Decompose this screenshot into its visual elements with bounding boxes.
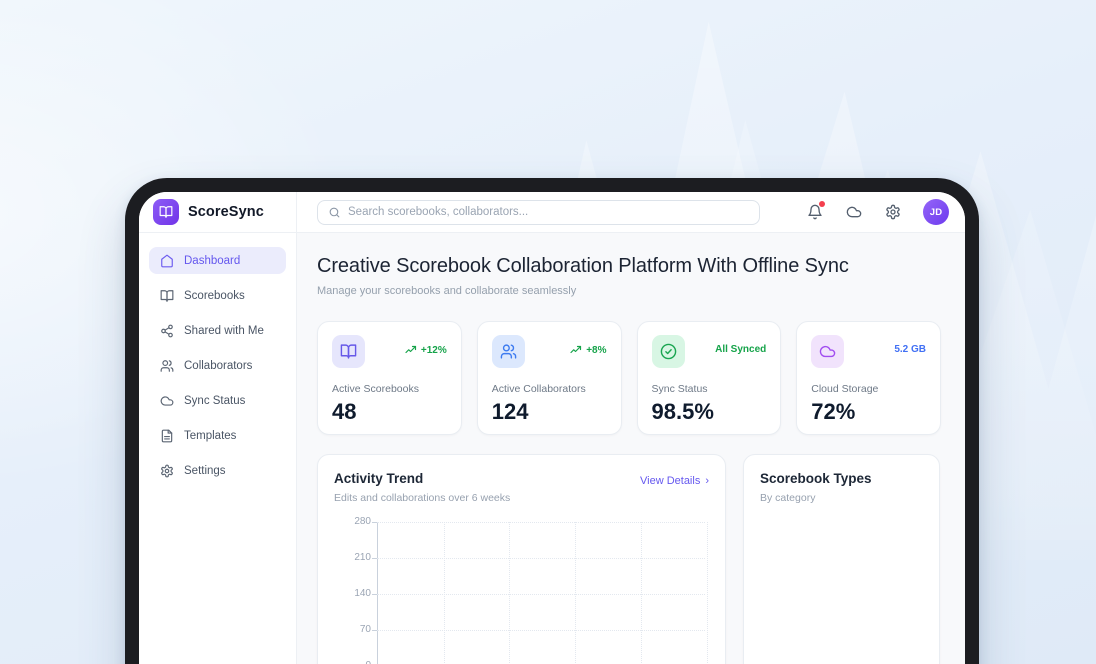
home-icon <box>160 254 174 268</box>
sidebar-item-collaborators[interactable]: Collaborators <box>149 352 286 379</box>
tablet-device-frame: ScoreSync JD <box>125 178 979 664</box>
file-text-icon <box>160 429 174 443</box>
sidebar-item-scorebooks[interactable]: Scorebooks <box>149 282 286 309</box>
status-badge: All Synced <box>715 344 767 355</box>
gridline-vertical <box>444 522 445 664</box>
y-axis-tick <box>372 594 377 595</box>
cloud-icon <box>846 204 862 220</box>
sidebar-item-label: Shared with Me <box>184 324 264 337</box>
sidebar-item-label: Settings <box>184 464 226 477</box>
stat-card-cloud-storage: 5.2 GB Cloud Storage 72% <box>796 321 941 435</box>
user-avatar[interactable]: JD <box>923 199 949 225</box>
storage-badge: 5.2 GB <box>894 344 926 355</box>
activity-trend-chart: 280 210 140 70 0 <box>334 516 709 664</box>
brand-area: ScoreSync <box>139 192 297 233</box>
y-axis-tick-label: 280 <box>354 516 371 527</box>
sidebar-item-label: Sync Status <box>184 394 246 407</box>
header-actions: JD <box>806 199 949 225</box>
gridline-horizontal <box>377 522 705 523</box>
chart-title: Activity Trend <box>334 471 424 486</box>
sidebar-item-sync-status[interactable]: Sync Status <box>149 387 286 414</box>
gridline-horizontal <box>377 558 705 559</box>
gridline-horizontal <box>377 630 705 631</box>
sidebar-item-label: Collaborators <box>184 359 253 372</box>
sidebar-item-label: Scorebooks <box>184 289 245 302</box>
chevron-right-icon: › <box>705 475 709 487</box>
sidebar-item-label: Dashboard <box>184 254 241 267</box>
search-input[interactable] <box>348 206 749 218</box>
gridline-vertical <box>509 522 510 664</box>
stat-label: Cloud Storage <box>811 383 879 395</box>
book-open-icon <box>332 335 365 368</box>
trending-up-icon <box>570 344 582 356</box>
y-axis-tick <box>372 558 377 559</box>
y-axis-tick-label: 70 <box>359 624 371 635</box>
cloud-icon <box>811 335 845 368</box>
main-content: Creative Scorebook Collaboration Platfor… <box>297 233 965 664</box>
brand-name: ScoreSync <box>188 204 264 220</box>
cloud-icon <box>160 394 174 408</box>
trending-up-icon <box>405 344 417 356</box>
gridline-vertical <box>707 522 708 664</box>
sidebar-item-dashboard[interactable]: Dashboard <box>149 247 286 274</box>
users-icon <box>491 335 525 368</box>
check-circle-icon <box>651 335 685 368</box>
scorebook-types-card: Scorebook Types By category <box>743 454 940 664</box>
settings-button[interactable] <box>884 203 902 221</box>
sidebar-item-shared-with-me[interactable]: Shared with Me <box>149 317 286 344</box>
stat-label: Active Scorebooks <box>332 383 419 395</box>
stat-label: Sync Status <box>651 383 708 395</box>
app-screen: ScoreSync JD <box>139 192 965 664</box>
gridline-vertical <box>575 522 576 664</box>
gear-icon <box>885 204 901 220</box>
stat-value: 98.5% <box>651 399 714 424</box>
search-icon <box>328 206 341 219</box>
page-title: Creative Scorebook Collaboration Platfor… <box>317 255 849 277</box>
notification-dot <box>819 201 825 207</box>
search-box[interactable] <box>317 199 760 225</box>
activity-trend-card: Activity Trend Edits and collaborations … <box>317 454 726 664</box>
stat-card-active-scorebooks: +12% Active Scorebooks 48 <box>317 321 462 435</box>
sidebar-item-settings[interactable]: Settings <box>149 457 286 484</box>
share-icon <box>160 324 174 338</box>
view-details-link[interactable]: View Details › <box>640 475 709 487</box>
page-subtitle: Manage your scorebooks and collaborate s… <box>317 285 577 297</box>
stat-value: 72% <box>811 399 856 424</box>
top-bar: JD <box>297 192 965 233</box>
trend-badge: +12% <box>405 344 447 356</box>
stat-card-sync-status: All Synced Sync Status 98.5% <box>636 321 782 435</box>
gear-icon <box>160 464 174 478</box>
stat-card-active-collaborators: +8% Active Collaborators 124 <box>476 321 622 435</box>
notifications-button[interactable] <box>806 201 825 221</box>
stats-row: +12% Active Scorebooks 48 +8% Active <box>317 321 941 435</box>
stat-value: 124 <box>491 399 529 424</box>
sync-cloud-button[interactable] <box>845 203 863 221</box>
gridline-horizontal <box>377 594 705 595</box>
y-axis-tick-label: 140 <box>354 588 371 599</box>
book-open-icon <box>160 289 174 303</box>
stat-label: Active Collaborators <box>491 383 586 395</box>
gridline-vertical <box>641 522 642 664</box>
sidebar: Dashboard Scorebooks Shared with Me Coll… <box>139 233 297 664</box>
y-axis-tick <box>372 522 377 523</box>
chart-subtitle: Edits and collaborations over 6 weeks <box>334 492 511 504</box>
sidebar-item-label: Templates <box>184 429 237 442</box>
trend-badge: +8% <box>570 344 607 356</box>
y-axis-tick-label: 210 <box>354 552 371 563</box>
y-axis-line <box>377 522 378 664</box>
stat-value: 48 <box>332 399 357 424</box>
chart-subtitle: By category <box>760 492 816 504</box>
sidebar-item-templates[interactable]: Templates <box>149 422 286 449</box>
y-axis-tick <box>372 630 377 631</box>
charts-row: Activity Trend Edits and collaborations … <box>317 454 941 664</box>
chart-title: Scorebook Types <box>760 471 872 486</box>
scoresync-logo-icon <box>153 199 179 225</box>
users-icon <box>160 359 174 373</box>
y-axis-tick-label: 0 <box>334 660 371 664</box>
